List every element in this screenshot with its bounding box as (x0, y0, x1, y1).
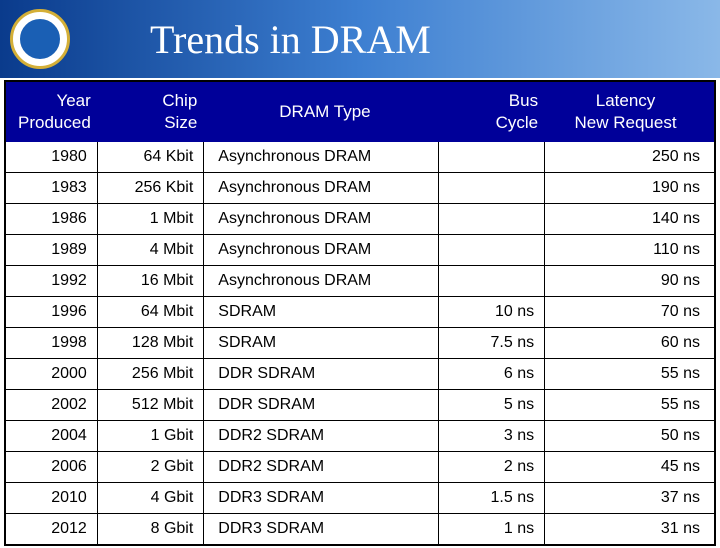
table-cell: 1983 (5, 173, 97, 204)
table-cell (438, 142, 545, 173)
table-cell: 1 Gbit (97, 421, 204, 452)
table-cell: 140 ns (545, 204, 715, 235)
table-cell: 7.5 ns (438, 328, 545, 359)
table-cell: 16 Mbit (97, 266, 204, 297)
table-cell: DDR3 SDRAM (204, 514, 438, 546)
table-cell: Asynchronous DRAM (204, 204, 438, 235)
table-row: 2000256 MbitDDR SDRAM6 ns55 ns (5, 359, 715, 390)
table-cell: 60 ns (545, 328, 715, 359)
table-cell (438, 235, 545, 266)
table-cell: 1980 (5, 142, 97, 173)
table-cell: 1986 (5, 204, 97, 235)
table-cell: 250 ns (545, 142, 715, 173)
table-cell: 1992 (5, 266, 97, 297)
table-row: 1983256 KbitAsynchronous DRAM 190 ns (5, 173, 715, 204)
table-cell: 2 ns (438, 452, 545, 483)
col-header-bus: BusCycle (438, 81, 545, 142)
table-row: 20062 GbitDDR2 SDRAM2 ns45 ns (5, 452, 715, 483)
table-container: YearProduced ChipSize DRAM Type BusCycle… (0, 78, 720, 548)
table-cell: 2004 (5, 421, 97, 452)
table-cell: 2000 (5, 359, 97, 390)
table-cell: 2006 (5, 452, 97, 483)
table-cell: 1 ns (438, 514, 545, 546)
table-cell: DDR2 SDRAM (204, 452, 438, 483)
table-cell: DDR SDRAM (204, 390, 438, 421)
table-cell: 37 ns (545, 483, 715, 514)
table-cell: DDR2 SDRAM (204, 421, 438, 452)
table-cell: 50 ns (545, 421, 715, 452)
table-cell: 70 ns (545, 297, 715, 328)
table-cell: Asynchronous DRAM (204, 266, 438, 297)
table-cell: 128 Mbit (97, 328, 204, 359)
table-cell: 2002 (5, 390, 97, 421)
table-cell: 1 Mbit (97, 204, 204, 235)
table-row: 20128 GbitDDR3 SDRAM1 ns31 ns (5, 514, 715, 546)
table-cell (438, 204, 545, 235)
table-cell: 8 Gbit (97, 514, 204, 546)
table-cell: 45 ns (545, 452, 715, 483)
table-row: 19894 MbitAsynchronous DRAM 110 ns (5, 235, 715, 266)
table-cell: 4 Mbit (97, 235, 204, 266)
table-cell: 64 Kbit (97, 142, 204, 173)
table-cell: DDR SDRAM (204, 359, 438, 390)
table-row: 19861 MbitAsynchronous DRAM 140 ns (5, 204, 715, 235)
table-row: 20041 GbitDDR2 SDRAM3 ns50 ns (5, 421, 715, 452)
table-cell: 1996 (5, 297, 97, 328)
table-cell: 512 Mbit (97, 390, 204, 421)
table-cell: 6 ns (438, 359, 545, 390)
table-cell: 64 Mbit (97, 297, 204, 328)
table-cell: 55 ns (545, 390, 715, 421)
header-row: YearProduced ChipSize DRAM Type BusCycle… (5, 81, 715, 142)
table-cell: 2010 (5, 483, 97, 514)
table-cell: 90 ns (545, 266, 715, 297)
table-cell (438, 173, 545, 204)
table-cell: 4 Gbit (97, 483, 204, 514)
table-row: 199664 MbitSDRAM10 ns70 ns (5, 297, 715, 328)
table-cell: 256 Kbit (97, 173, 204, 204)
slide-title: Trends in DRAM (150, 16, 431, 63)
table-cell: 5 ns (438, 390, 545, 421)
dram-trends-table: YearProduced ChipSize DRAM Type BusCycle… (4, 80, 716, 546)
table-cell: 1989 (5, 235, 97, 266)
col-header-type: DRAM Type (204, 81, 438, 142)
table-cell: Asynchronous DRAM (204, 235, 438, 266)
table-cell: 2 Gbit (97, 452, 204, 483)
table-cell: 10 ns (438, 297, 545, 328)
table-cell: 3 ns (438, 421, 545, 452)
table-row: 20104 GbitDDR3 SDRAM1.5 ns37 ns (5, 483, 715, 514)
table-cell: 31 ns (545, 514, 715, 546)
table-row: 198064 KbitAsynchronous DRAM 250 ns (5, 142, 715, 173)
col-header-chip: ChipSize (97, 81, 204, 142)
table-cell: 2012 (5, 514, 97, 546)
table-row: 2002512 MbitDDR SDRAM5 ns55 ns (5, 390, 715, 421)
slide-header: Trends in DRAM (0, 0, 720, 78)
table-cell: 1.5 ns (438, 483, 545, 514)
logo-inner (18, 17, 62, 61)
table-cell: Asynchronous DRAM (204, 173, 438, 204)
table-cell: Asynchronous DRAM (204, 142, 438, 173)
table-cell: DDR3 SDRAM (204, 483, 438, 514)
table-cell (438, 266, 545, 297)
table-cell: 256 Mbit (97, 359, 204, 390)
table-cell: SDRAM (204, 328, 438, 359)
table-row: 1998128 MbitSDRAM7.5 ns60 ns (5, 328, 715, 359)
table-cell: 110 ns (545, 235, 715, 266)
table-header: YearProduced ChipSize DRAM Type BusCycle… (5, 81, 715, 142)
table-row: 199216 MbitAsynchronous DRAM 90 ns (5, 266, 715, 297)
col-header-year: YearProduced (5, 81, 97, 142)
table-cell: SDRAM (204, 297, 438, 328)
table-cell: 190 ns (545, 173, 715, 204)
table-cell: 1998 (5, 328, 97, 359)
table-cell: 55 ns (545, 359, 715, 390)
col-header-latency: LatencyNew Request (545, 81, 715, 142)
table-body: 198064 KbitAsynchronous DRAM250 ns198325… (5, 142, 715, 545)
university-logo (10, 9, 70, 69)
